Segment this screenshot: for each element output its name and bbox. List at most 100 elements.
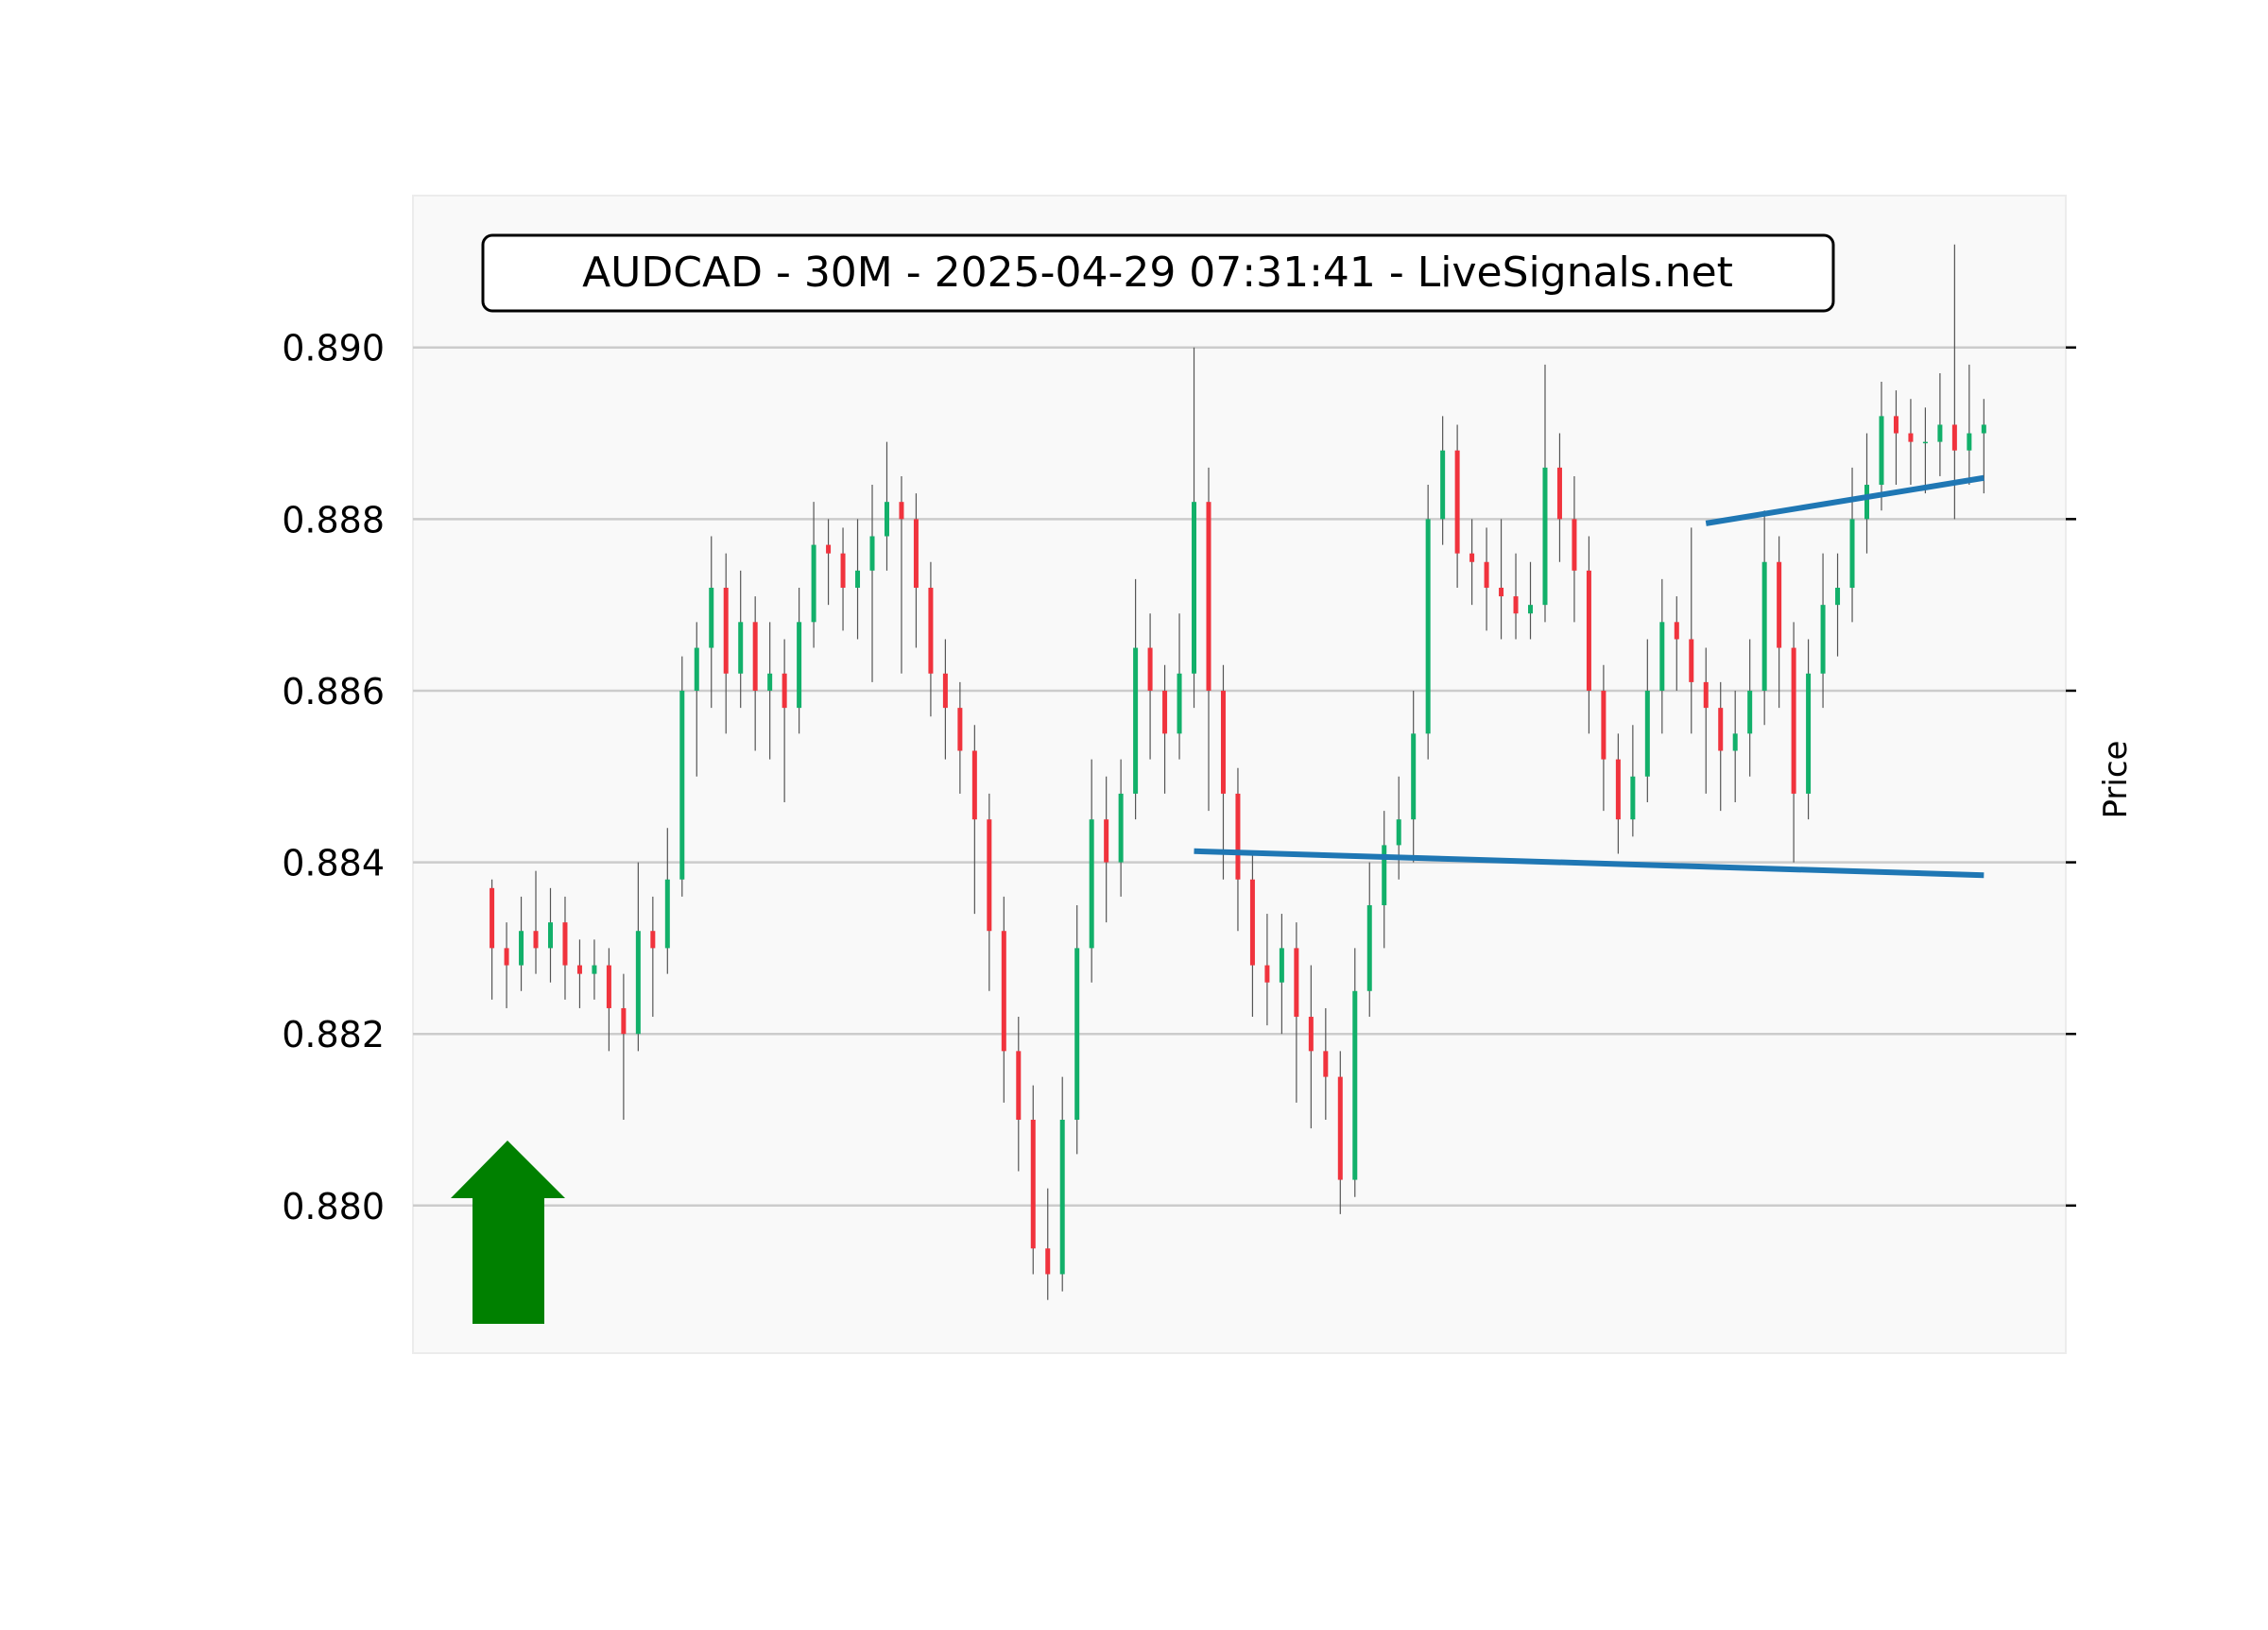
candle-body-up [592, 965, 597, 974]
candle [490, 879, 495, 1000]
candle-body-down [1001, 931, 1006, 1052]
candle [1732, 690, 1738, 803]
candle-body-down [752, 622, 758, 691]
candle [1104, 776, 1109, 923]
candle [1089, 759, 1094, 983]
candle-body-up [797, 622, 802, 709]
candle-body-down [1454, 450, 1460, 554]
candle-body-down [1162, 690, 1168, 734]
candle-body-up [1835, 587, 1841, 606]
candle-body-up [1967, 433, 1972, 451]
candle [1879, 382, 1884, 511]
candle [1177, 613, 1182, 760]
candle [1586, 536, 1591, 734]
candle-body-up [1937, 424, 1943, 442]
candle [797, 587, 802, 734]
title-box: AUDCAD - 30M - 2025-04-29 07:31:41 - Liv… [481, 233, 1835, 313]
candle-body-down [1104, 819, 1109, 863]
candle-body-up [1542, 467, 1548, 606]
candle-body-up [1059, 1120, 1065, 1275]
candle [1045, 1188, 1051, 1300]
candle [782, 639, 787, 803]
candle-body-up [679, 690, 685, 880]
candle-body-up [869, 536, 875, 571]
candle-body-up [1440, 450, 1446, 520]
candle [679, 656, 685, 897]
candle [1981, 399, 1986, 494]
resistance-trendline [1705, 474, 1984, 526]
candle-body-down [1484, 561, 1489, 588]
candle-body-up [1089, 819, 1094, 949]
candle [1308, 965, 1314, 1129]
candle-body-down [1030, 1120, 1036, 1249]
candle-body-up [709, 587, 714, 648]
candle-body-down [1777, 561, 1782, 648]
candle-body-up [1761, 561, 1767, 691]
candle [1556, 433, 1562, 562]
candle-body-down [1499, 587, 1504, 597]
candle-body-up [1352, 990, 1358, 1180]
candle [1396, 776, 1401, 880]
candle [1835, 553, 1841, 657]
candle-body-down [1674, 622, 1679, 640]
candle-body-down [1703, 681, 1709, 709]
candle [1528, 561, 1534, 640]
candle-body-down [1323, 1051, 1329, 1077]
candle [767, 622, 773, 760]
candle-body-down [1893, 416, 1899, 434]
candle-body-down [606, 965, 611, 1008]
candle-body-up [1192, 502, 1197, 674]
candle [1849, 467, 1855, 623]
candle [1601, 664, 1606, 812]
candle [1206, 467, 1211, 812]
candle [1922, 407, 1928, 494]
chart-title: AUDCAD - 30M - 2025-04-29 07:31:41 - Liv… [582, 249, 1733, 297]
candle [884, 441, 889, 571]
candle [562, 896, 568, 1000]
candle [1499, 519, 1504, 640]
candle-body-down [1615, 759, 1621, 820]
candle-body-down [576, 965, 582, 974]
candle [1703, 647, 1709, 794]
trendlines [1194, 474, 1984, 879]
candle-body-up [1177, 673, 1182, 734]
candle-body-down [971, 750, 977, 820]
candle [1674, 596, 1679, 691]
candle [1791, 622, 1796, 863]
candle [752, 596, 758, 751]
candle [1192, 347, 1197, 709]
candle [855, 519, 861, 640]
candle-body-down [987, 819, 992, 932]
candle [1689, 527, 1694, 734]
candle [709, 536, 714, 709]
candle-body-down [1235, 793, 1241, 880]
candle [621, 973, 627, 1121]
candle-body-down [1264, 965, 1270, 983]
candle-body-down [1718, 708, 1724, 751]
candle [606, 948, 611, 1052]
y-tick-label: 0.884 [282, 843, 385, 884]
candle [1147, 613, 1153, 760]
candle [694, 622, 699, 777]
candlesticks [490, 244, 1986, 1300]
candle-body-down [957, 708, 963, 751]
candle [913, 493, 919, 648]
candle-body-down [826, 544, 832, 554]
candle [1249, 853, 1255, 1018]
candle [664, 828, 670, 974]
y-tick-label: 0.882 [282, 1014, 385, 1055]
candle-body-up [694, 647, 699, 691]
candle-body-down [621, 1007, 627, 1035]
candle [1615, 733, 1621, 854]
candle-body-up [635, 931, 641, 1035]
candle [1016, 1017, 1022, 1172]
candle-body-down [1220, 690, 1226, 794]
candle [1133, 578, 1139, 820]
y-tick-label: 0.888 [282, 499, 385, 540]
candle-body-down [1572, 519, 1577, 571]
candle-body-up [1630, 776, 1636, 820]
candle [811, 502, 816, 648]
y-tick-label: 0.886 [282, 671, 385, 712]
candle [1659, 578, 1665, 734]
